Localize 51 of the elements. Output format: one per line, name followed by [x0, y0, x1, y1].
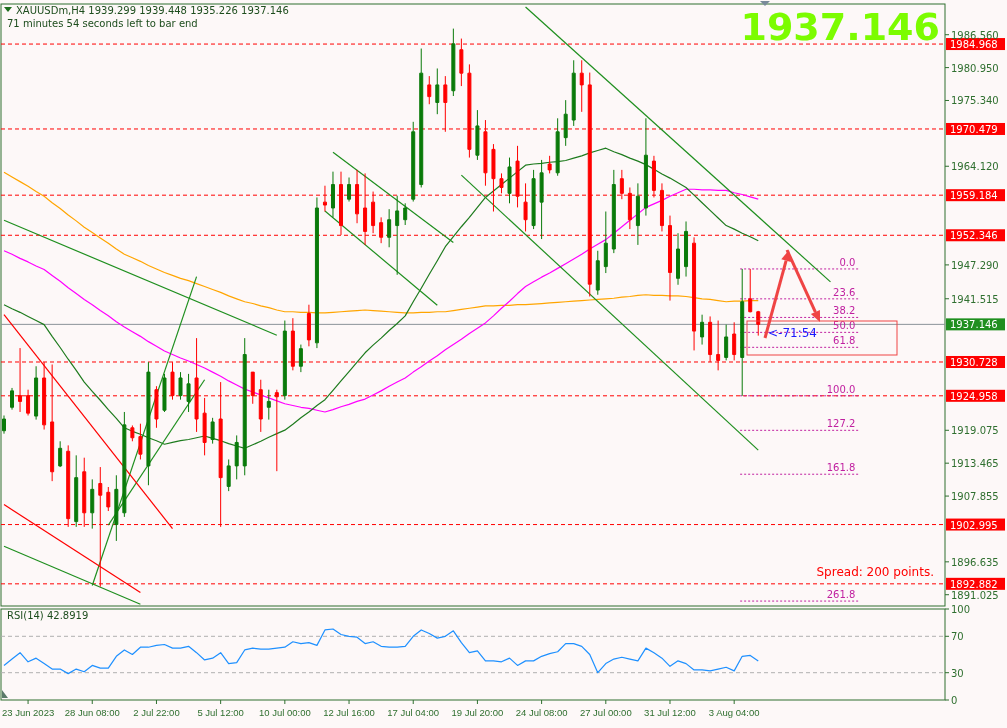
ref-line-label: 1902.995: [950, 519, 998, 531]
y-tick-label: 1947.290: [951, 259, 999, 271]
chart-title: XAUUSDm,H4 1939.299 1939.448 1935.226 1937.146: [16, 5, 289, 16]
x-tick-label: 28 Jun 08:00: [64, 707, 120, 718]
ref-line-label: 1924.958: [950, 390, 998, 402]
ref-line-label: 1937.146: [950, 319, 998, 331]
annotation: 1937.146: [740, 5, 940, 49]
y-tick-label: 30: [951, 667, 964, 679]
y-tick-label: 1941.515: [951, 293, 999, 305]
ref-line-label: 1970.479: [950, 123, 998, 135]
annotation: 100.0: [826, 383, 856, 395]
x-tick-label: 10 Jul 00:00: [258, 707, 311, 718]
ref-line-label: 1930.728: [950, 356, 998, 368]
annotation: Spread: 200 points.: [816, 565, 934, 579]
annotation: 61.8: [833, 335, 856, 347]
y-tick-label: 1980.950: [951, 62, 999, 74]
y-tick-label: 1975.340: [951, 95, 999, 107]
annotation: 127.2: [826, 418, 856, 430]
y-tick-label: 1907.855: [951, 491, 999, 503]
annotation: 0.0: [839, 256, 856, 268]
x-tick-label: 2 Jul 22:00: [133, 707, 180, 718]
annotation: 23.6: [833, 286, 856, 298]
x-tick-label: 23 Jun 2023: [1, 707, 55, 718]
y-tick-label: 1891.025: [951, 589, 999, 601]
annotation: 161.8: [826, 462, 856, 474]
y-tick-label: 0: [951, 695, 958, 706]
annotation: <-71:54: [768, 326, 817, 340]
x-tick-label: 5 Jul 12:00: [197, 707, 244, 718]
chart-title: RSI(14) 42.8919: [7, 610, 89, 621]
ref-line-label: 1959.184: [950, 190, 998, 202]
y-tick-label: 1964.120: [951, 161, 999, 173]
x-tick-label: 19 Jul 20:00: [451, 707, 504, 718]
x-tick-label: 17 Jul 04:00: [387, 707, 440, 718]
y-tick-label: 70: [951, 631, 964, 643]
text: 71 minutes 54 seconds left to bar end: [7, 18, 198, 29]
annotation: 261.8: [826, 589, 856, 601]
x-tick-label: 24 Jul 08:00: [515, 707, 568, 718]
x-tick-label: 12 Jul 16:00: [323, 707, 375, 718]
y-tick-label: 1986.560: [951, 29, 999, 41]
x-tick-label: 31 Jul 12:00: [644, 707, 696, 718]
y-tick-label: 1919.075: [951, 425, 999, 437]
y-tick-label: 1913.465: [951, 458, 999, 470]
ref-line-label: 1892.882: [950, 578, 998, 590]
ref-line-label: 1984.968: [950, 39, 998, 51]
y-tick-label: 1896.635: [951, 556, 999, 568]
annotation: 38.2: [833, 305, 856, 317]
y-tick-label: 100: [951, 604, 971, 615]
x-tick-label: 3 Aug 04:00: [708, 707, 760, 718]
ref-line-label: 1952.346: [950, 230, 998, 242]
x-tick-label: 27 Jul 00:00: [579, 707, 632, 718]
annotation: 50.0: [833, 320, 856, 332]
